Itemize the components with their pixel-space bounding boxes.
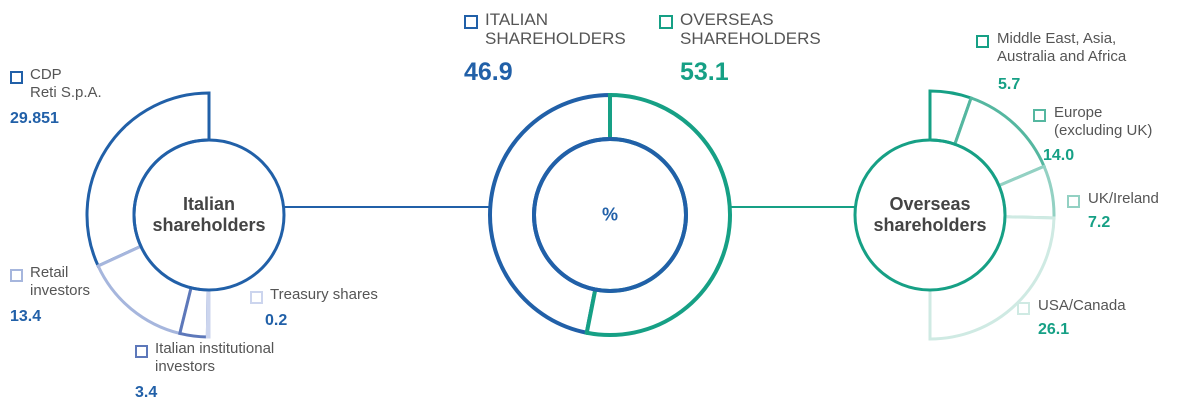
value-label: 29.851 bbox=[10, 110, 59, 127]
legend-label: Treasury shares bbox=[270, 286, 378, 303]
legend-label: Europe (excluding UK) bbox=[1054, 104, 1153, 139]
center-label: Italian shareholders bbox=[152, 194, 266, 235]
legend-swatch bbox=[464, 15, 478, 29]
inner-ring bbox=[132, 138, 286, 292]
value-label: 26.1 bbox=[1038, 321, 1070, 338]
inner-ring bbox=[853, 138, 1007, 292]
legend-label: OVERSEAS SHAREHOLDERS bbox=[680, 10, 821, 48]
legend-label: USA/Canada bbox=[1038, 297, 1126, 314]
legend-swatch bbox=[135, 345, 148, 358]
legend-swatch bbox=[10, 269, 23, 282]
legend-swatch bbox=[10, 71, 23, 84]
segment bbox=[205, 288, 211, 339]
legend-label: CDP Reti S.p.A. bbox=[30, 66, 102, 101]
legend-swatch bbox=[976, 35, 989, 48]
value-label: 0.2 bbox=[265, 312, 288, 329]
value-label: 46.9 bbox=[464, 58, 513, 86]
legend-label: Italian institutional investors bbox=[155, 340, 275, 375]
legend-label: Retail investors bbox=[30, 264, 91, 299]
segment bbox=[85, 91, 211, 268]
value-label: 7.2 bbox=[1088, 214, 1111, 231]
legend-swatch bbox=[1033, 109, 1046, 122]
value-label: 53.1 bbox=[680, 58, 729, 86]
center-label: % bbox=[601, 204, 619, 225]
segment bbox=[96, 244, 193, 336]
legend-swatch bbox=[250, 291, 263, 304]
center-label: Overseas shareholders bbox=[873, 194, 987, 235]
legend-label: UK/Ireland bbox=[1088, 190, 1159, 207]
legend-label: Middle East, Asia, Australia and Africa bbox=[997, 30, 1127, 65]
legend-swatch bbox=[1067, 195, 1080, 208]
legend-label: ITALIAN SHAREHOLDERS bbox=[485, 10, 626, 48]
value-label: 14.0 bbox=[1043, 147, 1075, 164]
legend-swatch bbox=[1017, 302, 1030, 315]
inner-ring bbox=[532, 137, 688, 293]
value-label: 13.4 bbox=[10, 308, 42, 325]
value-label: 5.7 bbox=[998, 76, 1021, 93]
value-label: 3.4 bbox=[135, 384, 158, 401]
legend-swatch bbox=[659, 15, 673, 29]
